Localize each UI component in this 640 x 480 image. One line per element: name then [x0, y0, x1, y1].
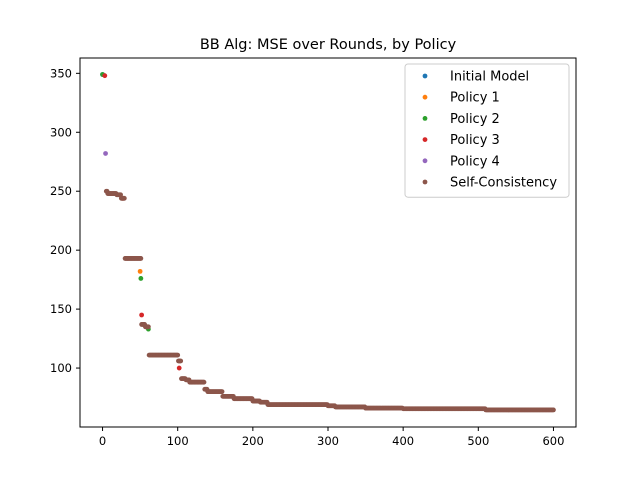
x-tick-label: 200: [242, 434, 264, 448]
legend-label: Policy 1: [450, 91, 500, 106]
point-self-consistency: [138, 256, 144, 261]
point-self-consistency: [201, 379, 207, 385]
chart-title: BB Alg: MSE over Rounds, by Policy: [200, 37, 457, 53]
point-policy-2: [138, 276, 144, 281]
point-policy-3: [139, 312, 145, 318]
point-self-consistency: [121, 195, 127, 201]
y-tick-label: 100: [50, 361, 72, 375]
x-tick-label: 600: [542, 434, 564, 448]
point-self-consistency: [178, 358, 184, 364]
y-tick-label: 350: [50, 66, 72, 80]
legend-label: Self-Consistency: [450, 176, 557, 191]
data-points: [100, 72, 556, 413]
legend-label: Initial Model: [450, 70, 529, 85]
x-tick-label: 500: [467, 434, 489, 448]
point-policy-1: [137, 268, 143, 274]
point-self-consistency: [551, 407, 556, 413]
legend: Initial Model Policy 1 Policy 2 Policy 3 Pol…: [404, 63, 570, 198]
y-tick-label: 200: [50, 243, 72, 257]
y-tick-label: 300: [50, 125, 72, 139]
point-policy-4: [103, 151, 108, 156]
x-tick-label: 0: [99, 434, 106, 448]
legend-label: Policy 3: [450, 133, 500, 148]
point-self-consistency: [145, 324, 151, 330]
legend-marker: [422, 158, 428, 164]
legend-marker: [422, 116, 428, 121]
legend-marker: [422, 179, 428, 185]
legend-marker: [422, 137, 428, 143]
legend-label: Policy 4: [450, 154, 500, 169]
legend-marker: [422, 94, 428, 100]
legend-label: Policy 2: [450, 112, 500, 127]
x-tick-label: 400: [392, 434, 414, 448]
axes: 0 100 200 300 400 500 600 100 150 200 250 300 350: [50, 57, 577, 448]
x-tick-label: 100: [167, 434, 189, 448]
y-tick-label: 150: [50, 302, 72, 316]
point-self-consistency: [175, 352, 181, 358]
legend-marker: [422, 73, 428, 79]
point-self-consistency: [219, 389, 225, 395]
point-policy-3: [176, 365, 182, 371]
x-tick-label: 300: [317, 434, 339, 448]
point-policy-3: [102, 73, 108, 79]
y-tick-label: 250: [50, 184, 72, 198]
legend-box: [404, 63, 570, 198]
